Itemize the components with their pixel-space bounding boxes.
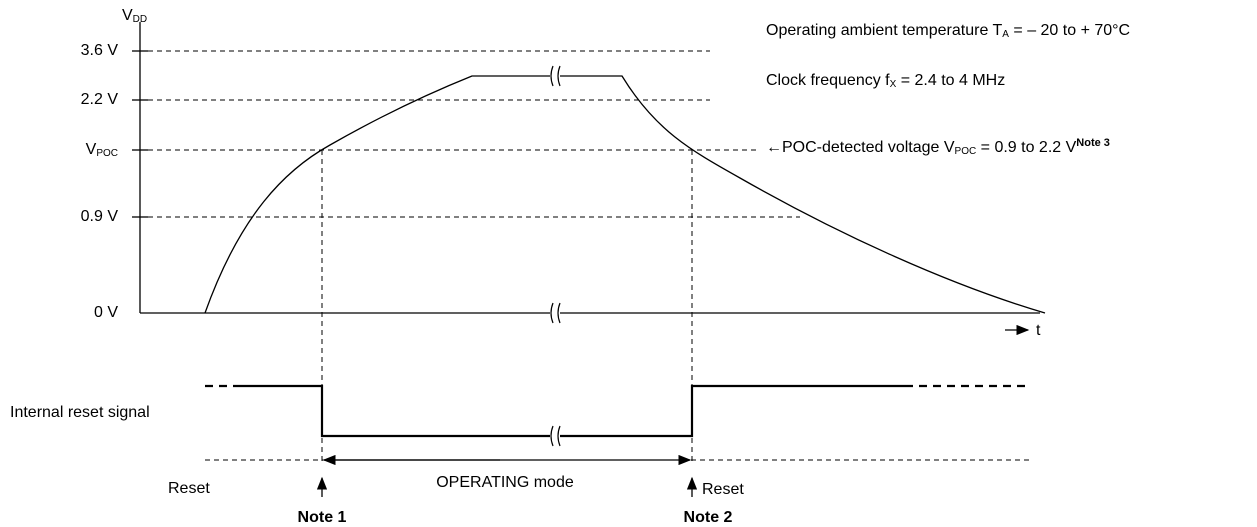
condition: Operating ambient temperature TA = – 20 … (766, 22, 1130, 39)
note: Note 1 (298, 509, 347, 526)
y-axis-label: VDD (122, 7, 147, 24)
break-marks (550, 425, 561, 447)
mode-label: Reset (702, 481, 744, 498)
x-axis-label: t (1036, 322, 1041, 339)
condition: Clock frequency fX = 2.4 to 4 MHz (766, 72, 1005, 89)
tick-label: 0.9 V (81, 208, 119, 225)
reset-signal (236, 384, 905, 438)
levels (132, 50, 800, 218)
break-marks (550, 65, 561, 324)
mode-label: OPERATING mode (436, 474, 574, 491)
tick-label: VPOC (86, 141, 118, 158)
tick-label: 0 V (94, 304, 118, 321)
mode-label: Reset (168, 480, 210, 497)
tick-label: 2.2 V (81, 91, 119, 108)
signal-label: Internal reset signal (10, 404, 150, 421)
tick-label: 3.6 V (81, 42, 119, 59)
vdd-curve (204, 75, 1046, 314)
note: Note 2 (684, 509, 733, 526)
condition: ←POC-detected voltage VPOC = 0.9 to 2.2 … (766, 137, 1110, 157)
